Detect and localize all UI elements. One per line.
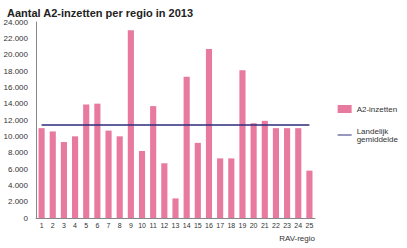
svg-text:22.000: 22.000 xyxy=(4,34,29,43)
svg-text:10.000: 10.000 xyxy=(4,132,29,141)
svg-text:Aantal A2-inzetten per regio i: Aantal A2-inzetten per regio in 2013 xyxy=(7,7,193,19)
svg-text:A2-inzetten: A2-inzetten xyxy=(357,105,397,114)
svg-text:9: 9 xyxy=(129,222,133,229)
svg-text:25: 25 xyxy=(306,222,314,229)
svg-text:2: 2 xyxy=(51,222,55,229)
svg-text:20: 20 xyxy=(250,222,258,229)
svg-text:15: 15 xyxy=(194,222,202,229)
svg-text:7: 7 xyxy=(107,222,111,229)
svg-text:13: 13 xyxy=(172,222,180,229)
svg-text:11: 11 xyxy=(150,222,157,229)
svg-text:18: 18 xyxy=(227,222,235,229)
svg-text:3: 3 xyxy=(62,222,66,229)
svg-text:19: 19 xyxy=(239,222,247,229)
svg-text:16.000: 16.000 xyxy=(4,83,29,92)
svg-text:22: 22 xyxy=(272,222,280,229)
svg-text:12.000: 12.000 xyxy=(4,116,29,125)
svg-text:10: 10 xyxy=(138,222,146,229)
svg-text:21: 21 xyxy=(261,222,269,229)
svg-text:6.000: 6.000 xyxy=(8,165,29,174)
svg-text:Landelijk: Landelijk xyxy=(356,126,391,136)
svg-text:8.000: 8.000 xyxy=(8,148,29,157)
svg-text:24.000: 24.000 xyxy=(4,18,29,27)
svg-text:gemiddelde: gemiddelde xyxy=(357,135,399,144)
svg-text:17: 17 xyxy=(216,222,224,229)
svg-text:4: 4 xyxy=(73,222,77,229)
svg-text:4.000: 4.000 xyxy=(8,181,29,190)
svg-text:RAV-regio: RAV-regio xyxy=(279,234,315,243)
svg-text:5: 5 xyxy=(84,222,88,229)
svg-text:1: 1 xyxy=(40,222,44,229)
svg-text:14: 14 xyxy=(183,222,191,229)
svg-text:6: 6 xyxy=(95,222,99,229)
svg-text:18.000: 18.000 xyxy=(4,67,29,76)
svg-text:16: 16 xyxy=(205,222,213,229)
svg-text:2.000: 2.000 xyxy=(8,197,29,206)
svg-text:14.000: 14.000 xyxy=(4,99,29,108)
svg-text:12: 12 xyxy=(160,222,168,229)
svg-text:8: 8 xyxy=(118,222,122,229)
svg-text:0: 0 xyxy=(24,214,29,223)
svg-text:20.000: 20.000 xyxy=(4,50,29,59)
svg-text:24: 24 xyxy=(294,222,302,229)
svg-text:23: 23 xyxy=(283,222,291,229)
